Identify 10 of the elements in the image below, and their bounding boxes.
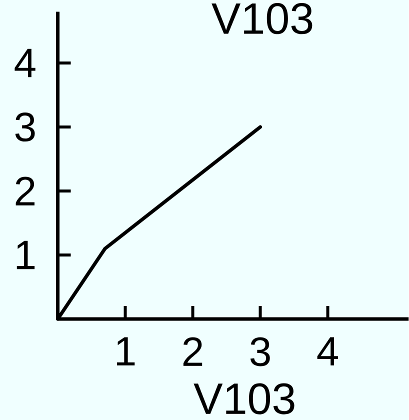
y-tick-label: 1: [17, 240, 35, 270]
y-tick-label: 3: [15, 112, 35, 142]
y-tick-label: 4: [14, 48, 36, 78]
x-tick-label: 3: [250, 337, 270, 366]
x-tick-label: 2: [184, 337, 202, 366]
y-axis-title: V103: [212, 3, 312, 34]
y-tick-label: 2: [16, 176, 35, 206]
x-axis-title: V103: [194, 383, 294, 414]
x-tick-label: 1: [117, 337, 135, 366]
x-tick-label: 4: [317, 337, 338, 366]
